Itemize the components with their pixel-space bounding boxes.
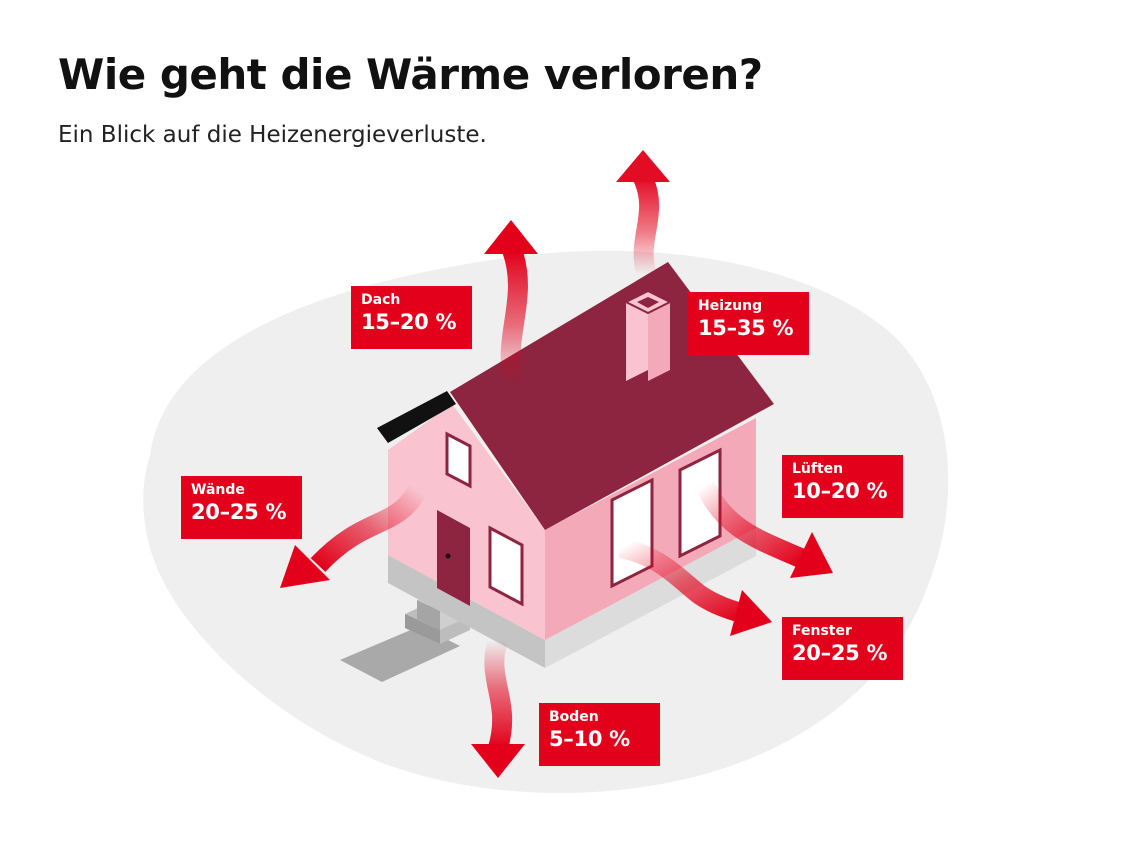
label-heizung-name: Heizung <box>698 298 763 314</box>
heat-arrow-lueften <box>695 480 833 578</box>
heat-arrow-boden <box>471 636 525 778</box>
label-lueften-name: Lüften <box>792 461 844 477</box>
roof-edge <box>377 391 456 443</box>
side-window-2 <box>678 447 722 559</box>
label-lueften-value: 10–20 % <box>792 479 888 503</box>
label-dach-value: 15–20 % <box>361 310 457 334</box>
foundation-left <box>388 555 545 668</box>
gable-window <box>445 431 472 489</box>
heat-arrow-fenster <box>617 538 772 636</box>
label-fenster-value: 20–25 % <box>792 641 888 665</box>
label-heizung: Heizung 15–35 % <box>688 292 809 355</box>
side-window-1 <box>610 477 654 589</box>
heat-arrow-dach <box>484 220 538 389</box>
label-waende-name: Wände <box>191 482 245 498</box>
page-subtitle: Ein Blick auf die Heizenergieverluste. <box>58 122 487 148</box>
label-fenster: Fenster 20–25 % <box>782 617 903 680</box>
label-waende: Wände 20–25 % <box>181 476 302 539</box>
label-heizung-value: 15–35 % <box>698 316 794 340</box>
label-dach-name: Dach <box>361 292 401 308</box>
label-lueften: Lüften 10–20 % <box>782 455 903 518</box>
label-boden: Boden 5–10 % <box>539 703 660 766</box>
page-title: Wie geht die Wärme verloren? <box>58 50 763 99</box>
foundation-right <box>545 528 756 668</box>
front-door <box>437 510 470 606</box>
label-fenster-name: Fenster <box>792 623 852 639</box>
heat-arrow-heizung <box>616 150 670 279</box>
label-boden-value: 5–10 % <box>549 727 630 751</box>
chimney <box>623 289 673 381</box>
walkway <box>340 626 460 682</box>
heat-arrow-waende <box>280 484 427 588</box>
label-waende-value: 20–25 % <box>191 500 287 524</box>
label-dach: Dach 15–20 % <box>351 286 472 349</box>
gable-ground-window <box>488 525 524 607</box>
label-boden-name: Boden <box>549 709 599 725</box>
